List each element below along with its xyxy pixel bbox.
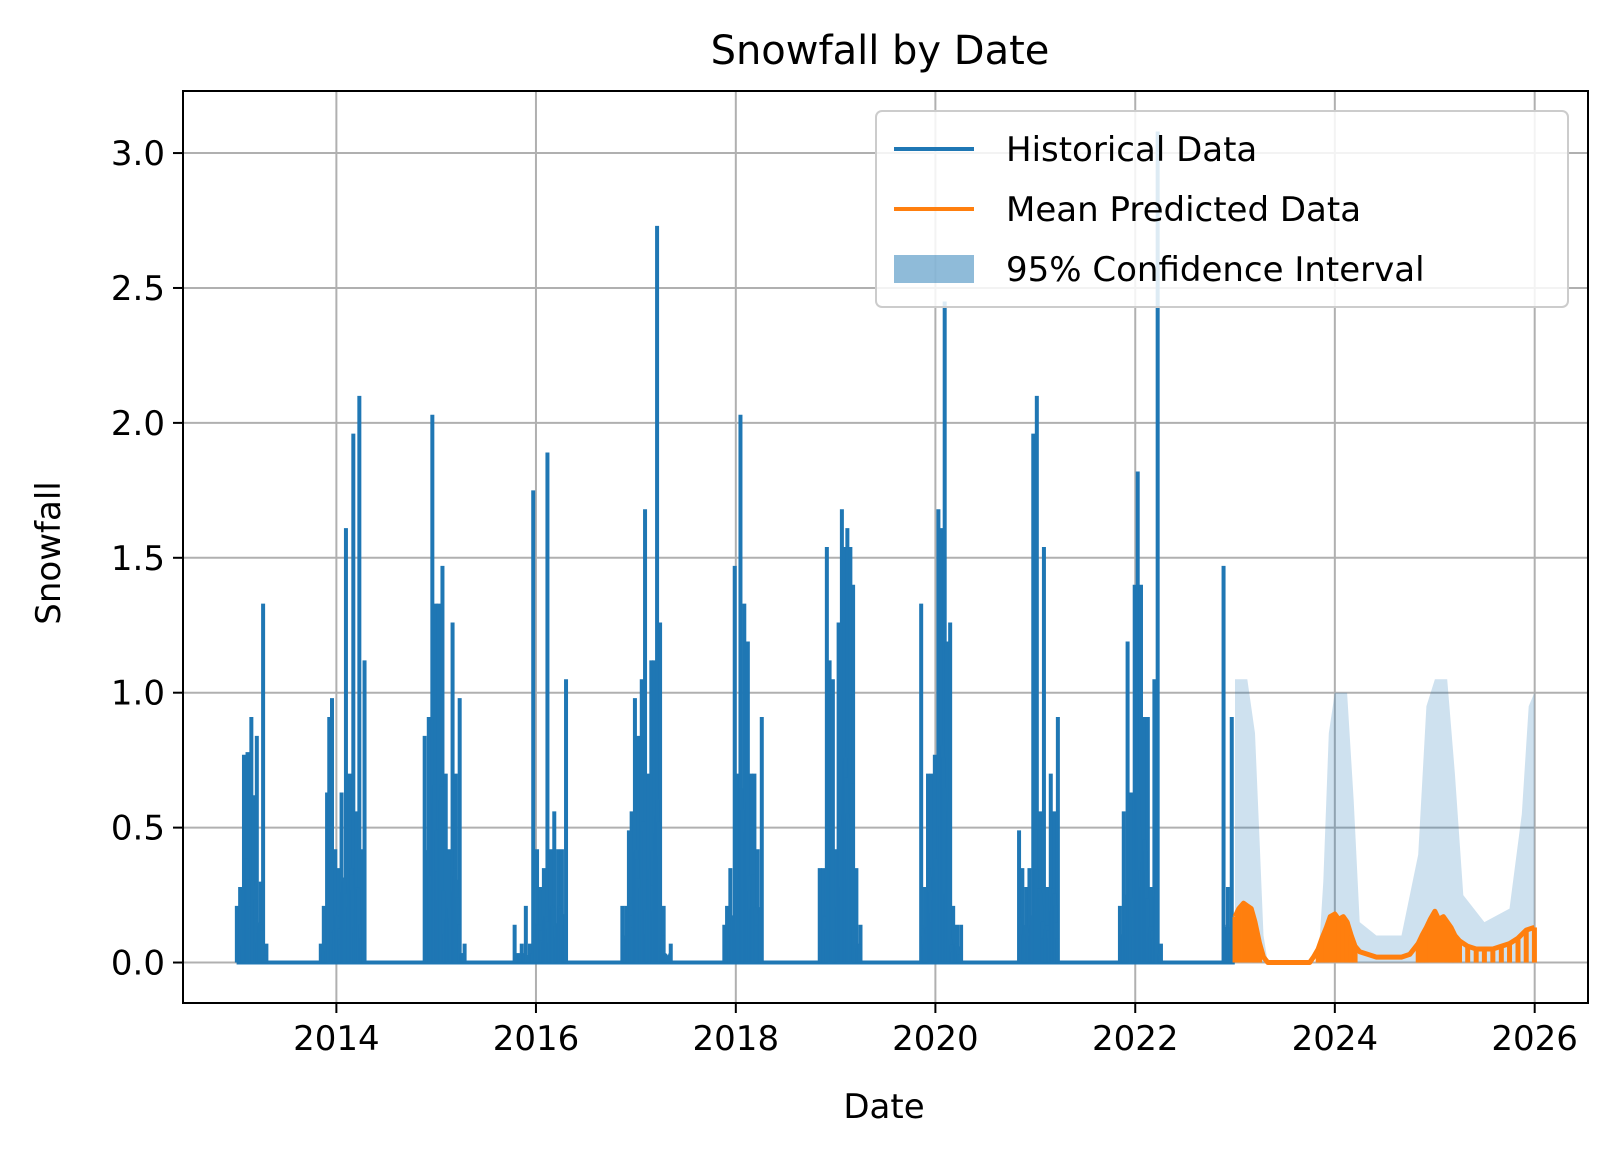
plot-data bbox=[234, 131, 1537, 965]
legend-label: Mean Predicted Data bbox=[1006, 190, 1361, 230]
y-tick-label: 1.0 bbox=[111, 674, 165, 714]
y-tick-label: 2.5 bbox=[111, 269, 165, 309]
x-tick-label: 2024 bbox=[1292, 1019, 1379, 1059]
y-tick-label: 0.0 bbox=[111, 944, 165, 984]
legend: Historical Data Mean Predicted Data 95% Co… bbox=[875, 110, 1569, 308]
x-axis-label: Date bbox=[843, 1087, 924, 1127]
chart-title: Snowfall by Date bbox=[711, 28, 1050, 74]
plot-frame bbox=[182, 90, 1589, 1004]
y-tick-label: 1.5 bbox=[111, 539, 165, 579]
legend-swatch bbox=[894, 255, 974, 283]
x-tick-label: 2018 bbox=[693, 1019, 780, 1059]
x-tick-label: 2016 bbox=[493, 1019, 580, 1059]
legend-label: 95% Confidence Interval bbox=[1006, 250, 1425, 290]
x-tick-label: 2026 bbox=[1491, 1019, 1578, 1059]
y-tick-label: 2.0 bbox=[111, 404, 165, 444]
legend-box bbox=[875, 110, 1569, 308]
x-tick-label: 2022 bbox=[1092, 1019, 1179, 1059]
y-axis-label: Snowfall bbox=[29, 481, 69, 624]
legend-label: Historical Data bbox=[1006, 130, 1257, 170]
x-tick-label: 2014 bbox=[293, 1019, 380, 1059]
axes: 2014 2016 2018 2020 2022 2024 2026 0.0 0.5 1.0 1.5… bbox=[111, 134, 1578, 1059]
confidence-band bbox=[1235, 679, 1535, 963]
y-tick-label: 0.5 bbox=[111, 809, 165, 849]
y-tick-label: 3.0 bbox=[111, 134, 165, 174]
x-tick-label: 2020 bbox=[892, 1019, 979, 1059]
